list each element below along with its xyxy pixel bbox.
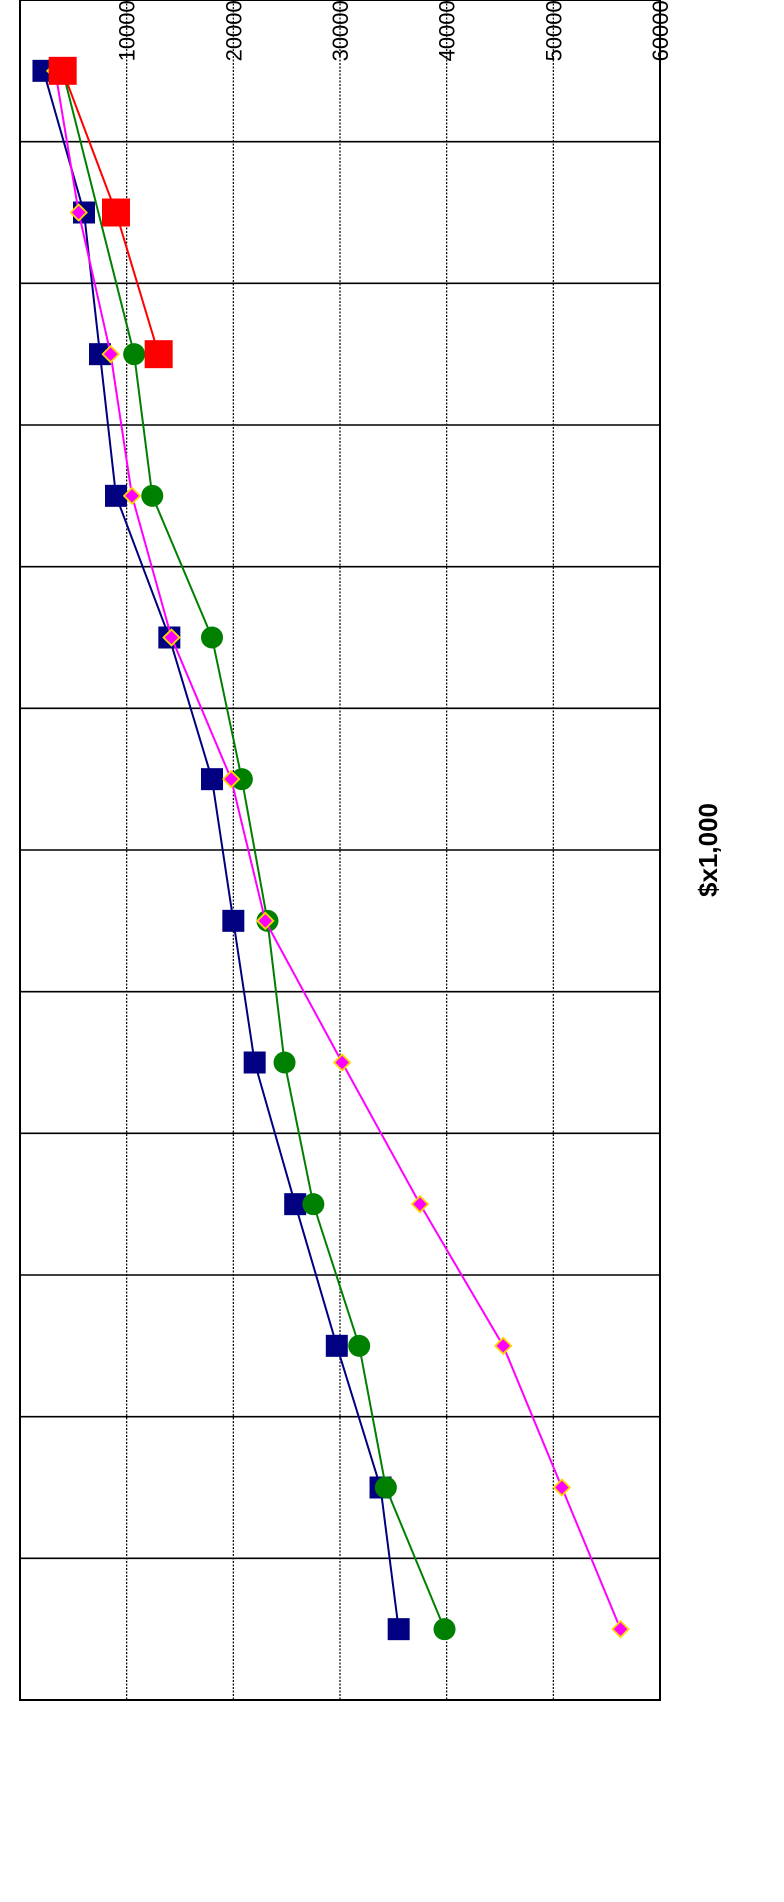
data-point — [410, 1194, 430, 1214]
category-label: SEP — [0, 49, 4, 93]
data-point — [141, 484, 164, 507]
data-point — [201, 768, 223, 791]
data-point — [69, 203, 88, 222]
category-label: AUG — [0, 1605, 4, 1653]
data-point — [387, 1618, 410, 1641]
data-point — [144, 340, 173, 369]
grid-lines — [20, 0, 660, 1700]
value-tick-label: 200000 — [221, 0, 246, 61]
data-point — [162, 628, 181, 647]
category-label: JAN — [0, 617, 4, 659]
data-point — [493, 1336, 513, 1356]
data-point — [243, 1051, 266, 1074]
data-point — [101, 344, 120, 364]
value-axis-labels: 0100000200000300000400000500000600000 — [8, 0, 673, 61]
data-point — [348, 1334, 371, 1357]
value-tick-label: 100000 — [115, 0, 140, 61]
data-point — [221, 769, 241, 789]
data-point — [284, 1193, 307, 1216]
category-label: JUL — [0, 1468, 4, 1507]
value-tick-label: 600000 — [648, 0, 673, 61]
data-point — [552, 1478, 572, 1497]
value-tick-label: 400000 — [435, 0, 460, 61]
category-label: MAR — [0, 896, 4, 945]
data-point — [273, 1051, 296, 1074]
data-point — [433, 1618, 456, 1641]
data-point — [48, 56, 77, 85]
data-point — [123, 343, 146, 366]
data-point — [611, 1619, 630, 1639]
series-line — [42, 70, 400, 1630]
data-point — [256, 911, 275, 931]
series-fy10 — [48, 56, 173, 369]
data-point — [122, 486, 142, 506]
category-label: JUN — [0, 1324, 4, 1367]
value-tick-label: 300000 — [328, 0, 353, 61]
category-axis-labels: SEP OCT NOV DEC JAN FEB MAR APR MAY JUN JUL AUG — [0, 49, 4, 1653]
data-point — [201, 626, 223, 649]
category-label: NOV — [0, 330, 4, 378]
data-point — [325, 1334, 348, 1357]
plot-frame — [19, 0, 661, 1701]
data-point — [230, 768, 253, 791]
category-label: DEC — [0, 473, 4, 520]
series-fy08 — [51, 59, 456, 1641]
category-label: APR — [0, 1040, 4, 1085]
category-label: OCT — [0, 189, 4, 235]
y-axis-label: $x1,000 — [693, 803, 723, 897]
value-tick-label: 500000 — [541, 0, 566, 61]
data-point — [89, 343, 111, 366]
data-point — [374, 1476, 397, 1499]
category-label: FEB — [0, 758, 4, 801]
data-point — [302, 1193, 325, 1216]
series-fy09 — [45, 61, 630, 1639]
data-point — [105, 484, 127, 507]
category-label: MAY — [0, 1181, 4, 1227]
series-line — [54, 70, 622, 1630]
data-point — [222, 909, 245, 932]
data-point — [332, 1053, 352, 1072]
data-point — [102, 198, 130, 227]
series-layer — [32, 56, 630, 1641]
